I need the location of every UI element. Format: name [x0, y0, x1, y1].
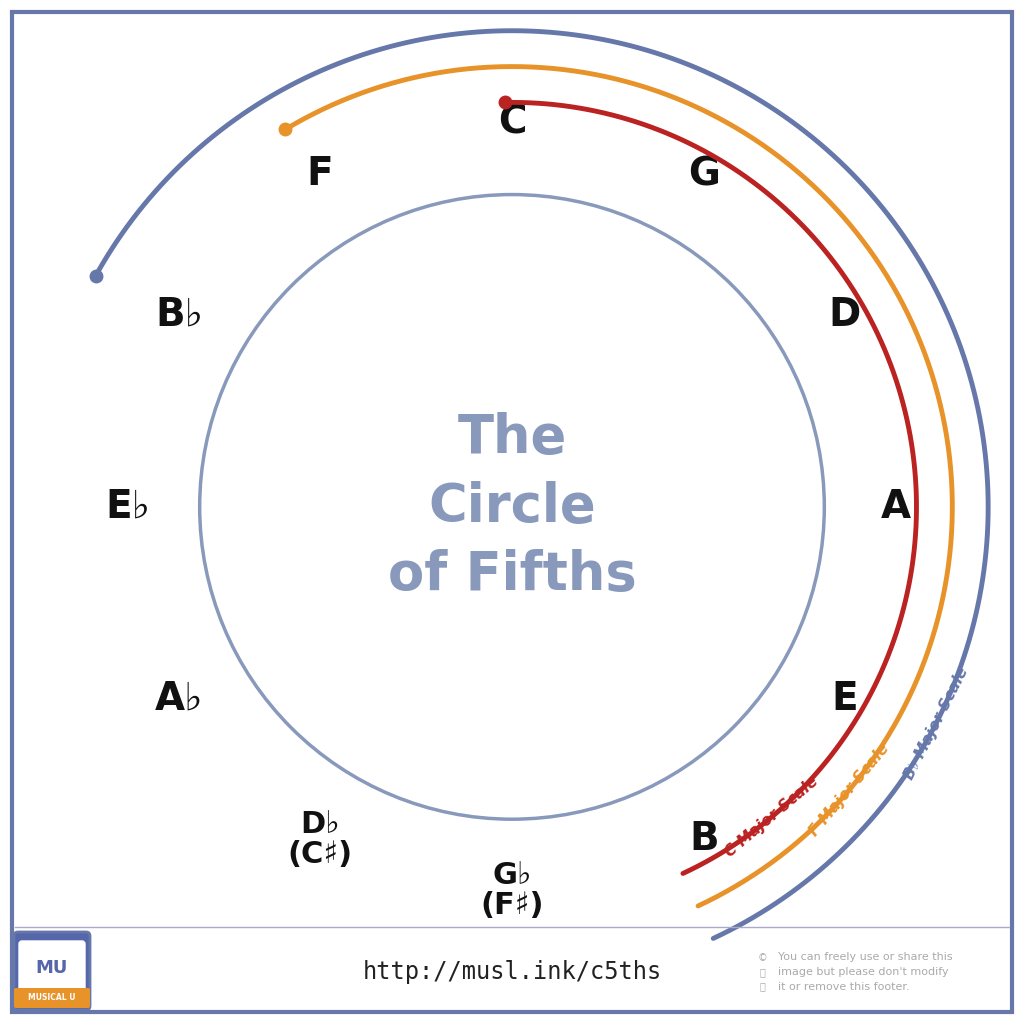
- FancyBboxPatch shape: [19, 941, 85, 999]
- Text: A: A: [881, 487, 911, 526]
- Text: E♭: E♭: [105, 487, 151, 526]
- Text: B♭: B♭: [156, 296, 204, 334]
- Text: ⓘ: ⓘ: [760, 967, 766, 977]
- Text: F Major Scale: F Major Scale: [807, 741, 892, 839]
- Text: You can freely use or share this
image but please don't modify
it or remove this: You can freely use or share this image b…: [778, 952, 953, 992]
- Text: D♭
(C♯): D♭ (C♯): [288, 810, 352, 869]
- Text: B: B: [689, 820, 719, 858]
- Text: E: E: [831, 680, 858, 718]
- Text: MUSICAL U: MUSICAL U: [29, 993, 76, 1002]
- Text: B♭ Major Scale: B♭ Major Scale: [901, 665, 971, 781]
- Text: F: F: [306, 156, 334, 194]
- Text: A♭: A♭: [156, 680, 204, 718]
- Text: MU: MU: [36, 959, 69, 977]
- FancyBboxPatch shape: [14, 932, 90, 1010]
- Text: http://musl.ink/c5ths: http://musl.ink/c5ths: [362, 961, 662, 984]
- Text: ⓘ: ⓘ: [760, 981, 766, 991]
- Text: G♭
(F♯): G♭ (F♯): [480, 861, 544, 921]
- Text: G: G: [688, 156, 720, 194]
- FancyBboxPatch shape: [14, 988, 90, 1008]
- Text: D: D: [828, 296, 861, 334]
- Text: C Major Scale: C Major Scale: [723, 773, 821, 860]
- Text: C: C: [498, 103, 526, 142]
- Text: ©: ©: [758, 953, 768, 963]
- Text: The
Circle
of Fifths: The Circle of Fifths: [388, 413, 636, 601]
